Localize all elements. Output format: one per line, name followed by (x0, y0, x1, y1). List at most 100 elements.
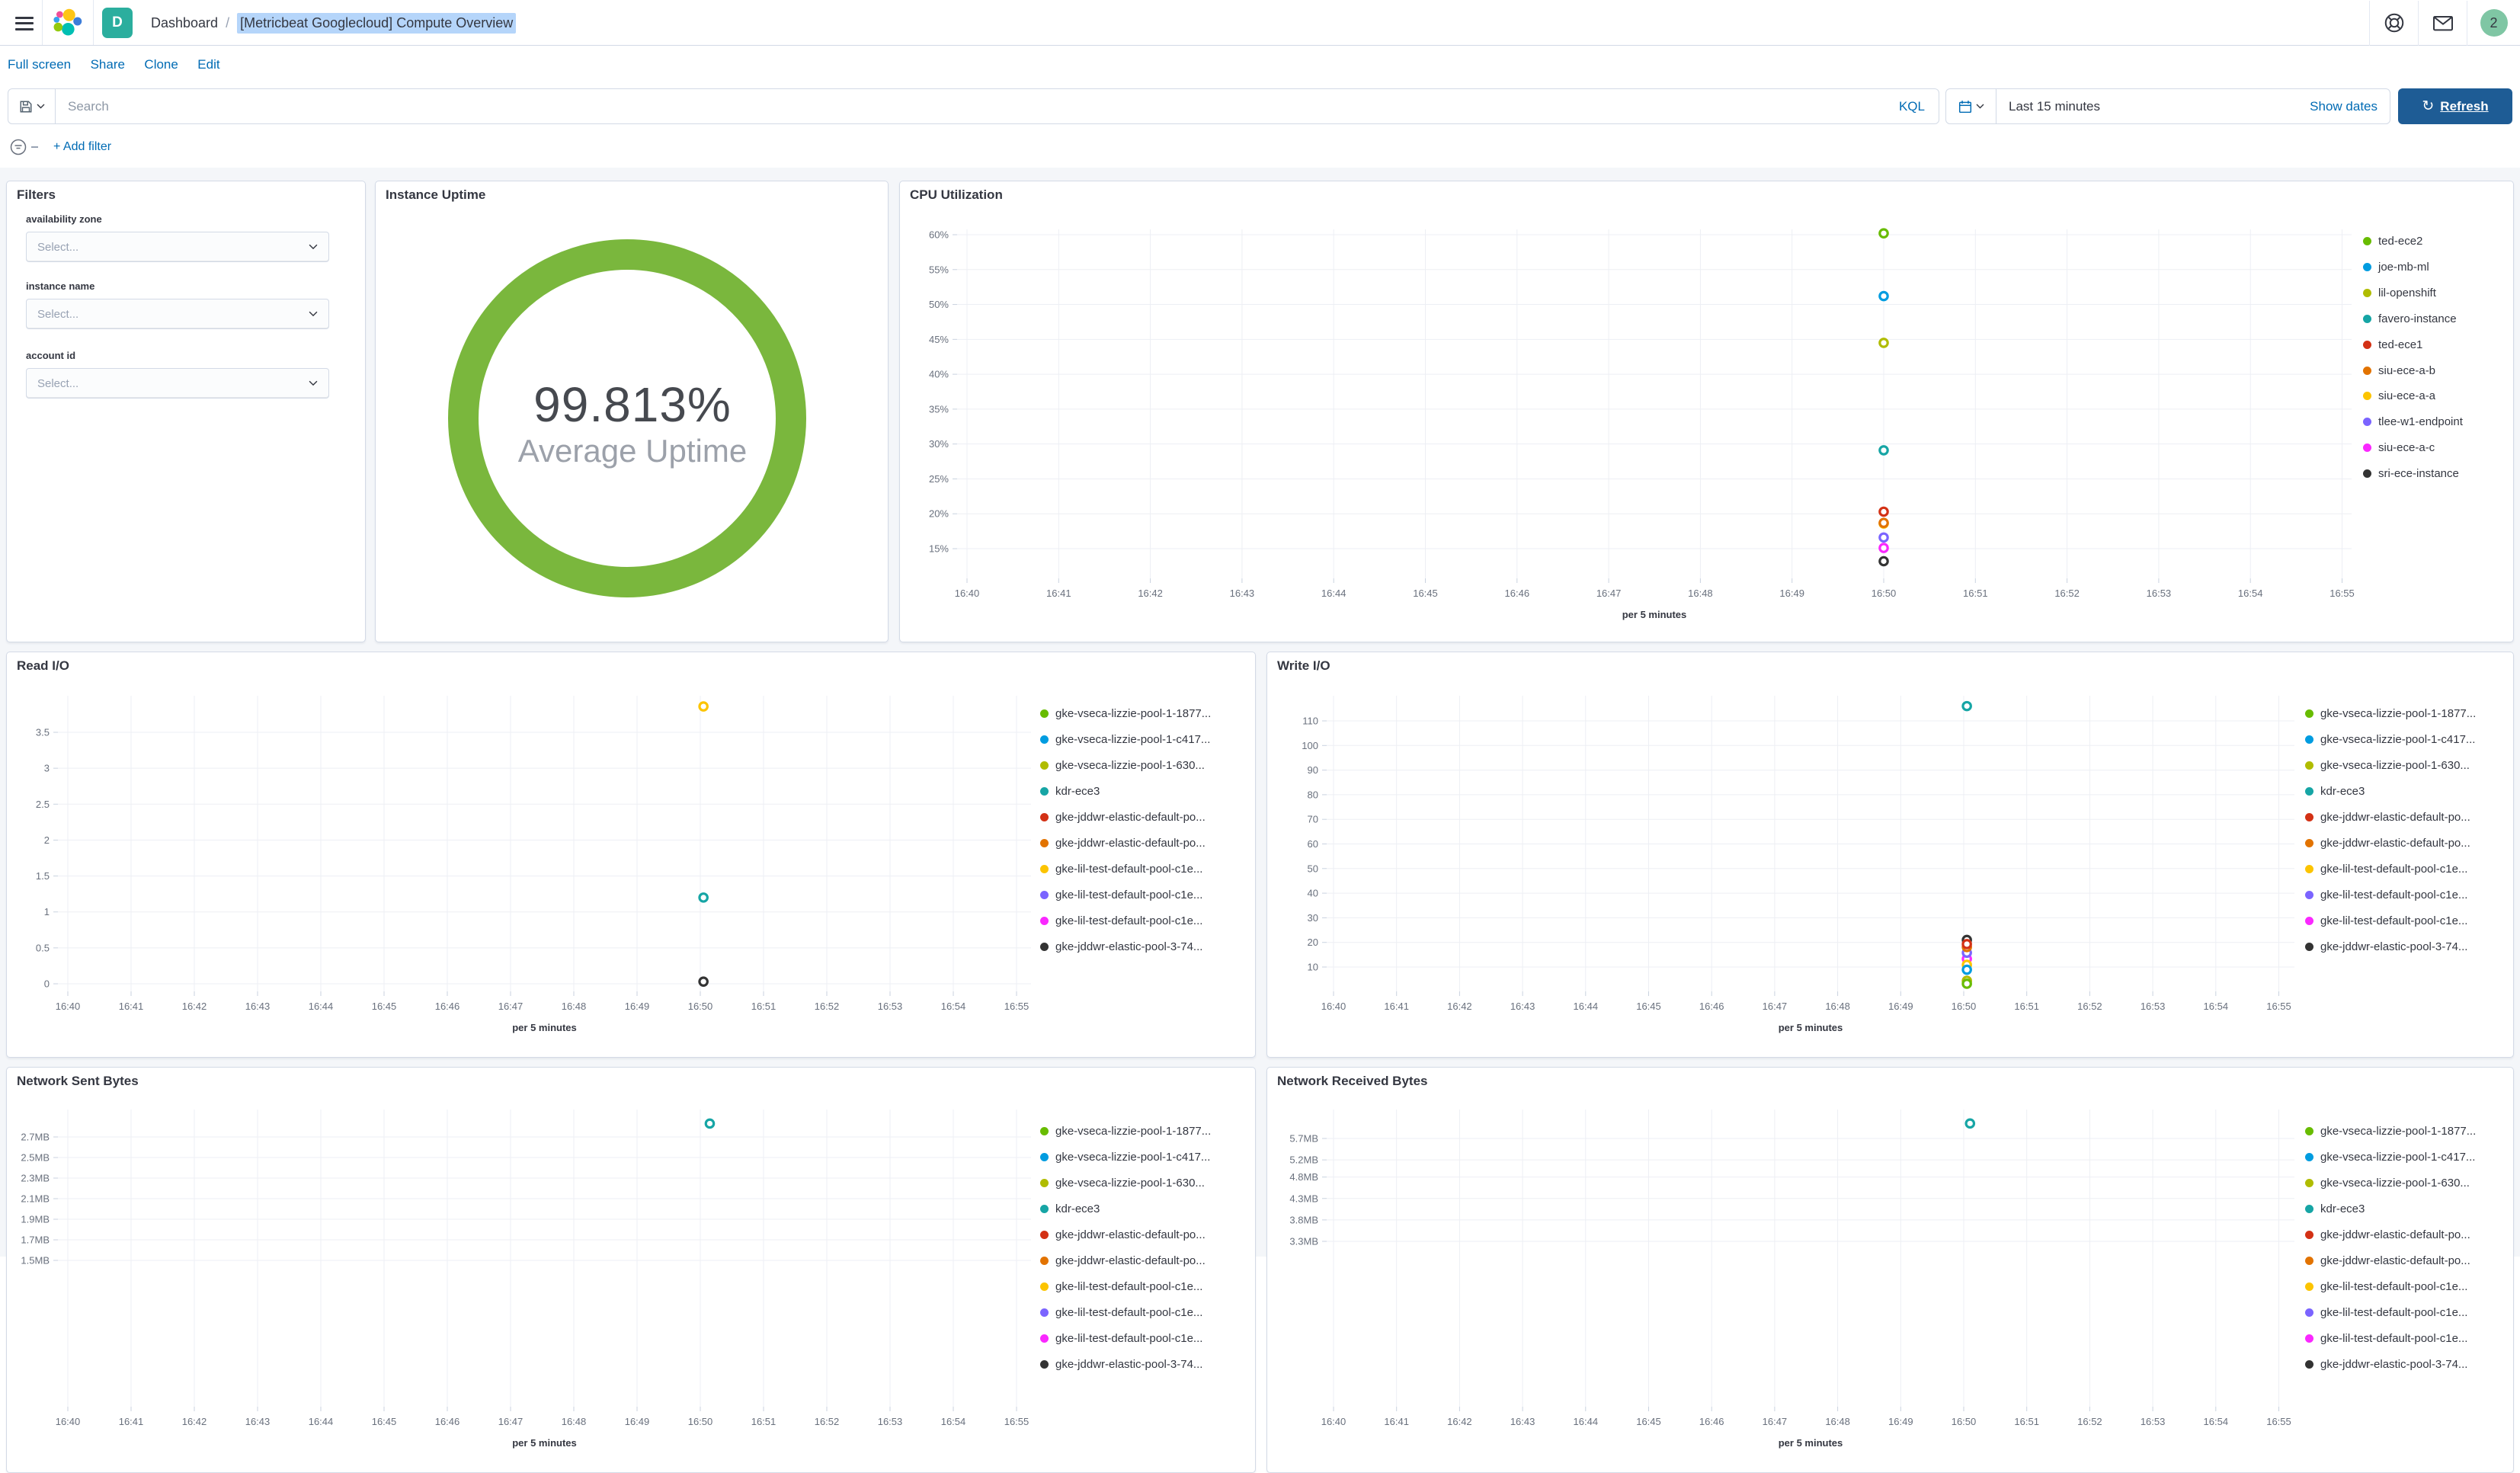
legend-item[interactable]: gke-vseca-lizzie-pool-1-630... (1040, 759, 1205, 772)
elastic-logo-icon[interactable] (50, 6, 84, 40)
legend-color-dot (1040, 1127, 1049, 1135)
legend-color-dot (2363, 418, 2371, 426)
uptime-value: 99.813% (376, 376, 889, 433)
legend-item[interactable]: gke-jddwr-elastic-default-po... (2305, 837, 2470, 850)
legend-item[interactable]: ted-ece1 (2363, 338, 2422, 351)
account-id-select[interactable]: Select... (26, 368, 329, 399)
instance-name-select[interactable]: Select... (26, 299, 329, 329)
svg-text:20%: 20% (929, 508, 949, 520)
full-screen-link[interactable]: Full screen (8, 57, 71, 72)
legend-item[interactable]: ted-ece2 (2363, 235, 2422, 248)
legend-item[interactable]: gke-lil-test-default-pool-c1e... (2305, 889, 2467, 901)
legend-item[interactable]: favero-instance (2363, 312, 2457, 325)
legend-item[interactable]: gke-jddwr-elastic-default-po... (1040, 1228, 1206, 1241)
legend-item[interactable]: gke-vseca-lizzie-pool-1-1877... (1040, 707, 1211, 720)
user-avatar: 2 (2480, 9, 2508, 37)
legend-label: gke-lil-test-default-pool-c1e... (2320, 1280, 2467, 1293)
legend-item[interactable]: tlee-w1-endpoint (2363, 415, 2463, 428)
legend-label: gke-lil-test-default-pool-c1e... (2320, 914, 2467, 927)
legend-color-dot (2305, 1308, 2313, 1317)
help-button[interactable] (2369, 1, 2418, 46)
legend-item[interactable]: gke-vseca-lizzie-pool-1-c417... (2305, 733, 2475, 746)
legend-item[interactable]: gke-jddwr-elastic-pool-3-74... (1040, 940, 1202, 953)
legend-label: gke-vseca-lizzie-pool-1-c417... (1055, 1151, 1210, 1164)
legend-item[interactable]: gke-jddwr-elastic-default-po... (1040, 837, 1206, 850)
legend-item[interactable]: gke-lil-test-default-pool-c1e... (2305, 1332, 2467, 1345)
legend-item[interactable]: gke-lil-test-default-pool-c1e... (1040, 889, 1202, 901)
svg-text:110: 110 (1302, 716, 1318, 727)
svg-text:45%: 45% (929, 334, 949, 345)
svg-text:per 5 minutes: per 5 minutes (1779, 1022, 1843, 1033)
legend-item[interactable]: gke-jddwr-elastic-default-po... (2305, 811, 2470, 824)
legend-item[interactable]: kdr-ece3 (1040, 1202, 1100, 1215)
legend-item[interactable]: gke-vseca-lizzie-pool-1-630... (2305, 759, 2470, 772)
svg-text:16:51: 16:51 (751, 1001, 776, 1012)
query-language-button[interactable]: KQL (1885, 99, 1939, 114)
saved-query-menu-button[interactable] (8, 89, 56, 123)
legend-item[interactable]: gke-jddwr-elastic-default-po... (1040, 811, 1206, 824)
edit-link[interactable]: Edit (197, 57, 219, 72)
date-quick-menu-button[interactable] (1946, 89, 1996, 123)
legend-item[interactable]: gke-jddwr-elastic-pool-3-74... (2305, 940, 2467, 953)
breadcrumb-dashboard[interactable]: Dashboard (151, 15, 218, 31)
legend-item[interactable]: gke-lil-test-default-pool-c1e... (2305, 914, 2467, 927)
filter-icon[interactable] (9, 138, 27, 156)
legend-label: gke-jddwr-elastic-default-po... (2320, 837, 2470, 850)
share-link[interactable]: Share (91, 57, 125, 72)
legend-item[interactable]: gke-vseca-lizzie-pool-1-1877... (2305, 707, 2476, 720)
legend-item[interactable]: gke-jddwr-elastic-pool-3-74... (2305, 1358, 2467, 1371)
svg-text:40%: 40% (929, 369, 949, 380)
svg-text:3.5: 3.5 (36, 727, 50, 738)
legend-item[interactable]: gke-lil-test-default-pool-c1e... (2305, 1280, 2467, 1293)
svg-text:16:49: 16:49 (1779, 588, 1804, 599)
legend-item[interactable]: kdr-ece3 (2305, 1202, 2365, 1215)
clone-link[interactable]: Clone (144, 57, 178, 72)
legend-item[interactable]: sri-ece-instance (2363, 467, 2459, 480)
legend-item[interactable]: gke-vseca-lizzie-pool-1-1877... (2305, 1125, 2476, 1138)
legend-item[interactable]: gke-vseca-lizzie-pool-1-c417... (1040, 1151, 1210, 1164)
legend-item[interactable]: gke-lil-test-default-pool-c1e... (1040, 914, 1202, 927)
menu-hamburger-icon[interactable] (15, 13, 35, 33)
legend-label: gke-vseca-lizzie-pool-1-1877... (2320, 707, 2476, 720)
legend-item[interactable]: gke-lil-test-default-pool-c1e... (1040, 1306, 1202, 1319)
user-menu-button[interactable]: 2 (2467, 1, 2520, 46)
legend-item[interactable]: gke-jddwr-elastic-default-po... (2305, 1228, 2470, 1241)
field-label: instance name (26, 280, 329, 292)
legend-item[interactable]: gke-vseca-lizzie-pool-1-1877... (1040, 1125, 1211, 1138)
panel-filters: Filters availability zone Select... inst… (6, 181, 366, 642)
svg-text:16:51: 16:51 (751, 1416, 776, 1427)
search-input[interactable] (56, 99, 1885, 114)
legend-item[interactable]: gke-vseca-lizzie-pool-1-c417... (1040, 733, 1210, 746)
show-dates-button[interactable]: Show dates (2310, 99, 2390, 114)
svg-text:3.8MB: 3.8MB (1289, 1214, 1318, 1225)
legend-item[interactable]: lil-openshift (2363, 287, 2436, 299)
legend-item[interactable]: kdr-ece3 (1040, 785, 1100, 798)
svg-text:16:46: 16:46 (1699, 1416, 1724, 1427)
legend-item[interactable]: joe-mb-ml (2363, 261, 2429, 274)
legend-item[interactable]: gke-lil-test-default-pool-c1e... (2305, 863, 2467, 876)
legend-item[interactable]: gke-lil-test-default-pool-c1e... (1040, 1332, 1202, 1345)
legend-item[interactable]: gke-vseca-lizzie-pool-1-c417... (2305, 1151, 2475, 1164)
legend-item[interactable]: kdr-ece3 (2305, 785, 2365, 798)
legend-item[interactable]: gke-jddwr-elastic-pool-3-74... (1040, 1358, 1202, 1371)
refresh-button[interactable]: ↻ Refresh (2398, 88, 2512, 124)
legend-item[interactable]: gke-lil-test-default-pool-c1e... (1040, 863, 1202, 876)
legend-item[interactable]: siu-ece-a-a (2363, 389, 2435, 402)
availability-zone-select[interactable]: Select... (26, 232, 329, 262)
space-avatar[interactable]: D (102, 8, 133, 38)
legend-item[interactable]: gke-lil-test-default-pool-c1e... (1040, 1280, 1202, 1293)
legend-item[interactable]: siu-ece-a-b (2363, 364, 2435, 377)
legend-label: gke-vseca-lizzie-pool-1-c417... (2320, 1151, 2475, 1164)
svg-text:16:50: 16:50 (688, 1416, 713, 1427)
newsfeed-button[interactable] (2418, 1, 2467, 46)
legend-item[interactable]: gke-vseca-lizzie-pool-1-630... (1040, 1177, 1205, 1190)
svg-text:16:43: 16:43 (1230, 588, 1255, 599)
legend-color-dot (2305, 1282, 2313, 1291)
time-range-value[interactable]: Last 15 minutes (1996, 99, 2310, 114)
legend-item[interactable]: siu-ece-a-c (2363, 441, 2435, 454)
legend-item[interactable]: gke-vseca-lizzie-pool-1-630... (2305, 1177, 2470, 1190)
legend-color-dot (2305, 761, 2313, 770)
add-filter-button[interactable]: + Add filter (53, 140, 111, 154)
legend-item[interactable]: gke-lil-test-default-pool-c1e... (2305, 1306, 2467, 1319)
